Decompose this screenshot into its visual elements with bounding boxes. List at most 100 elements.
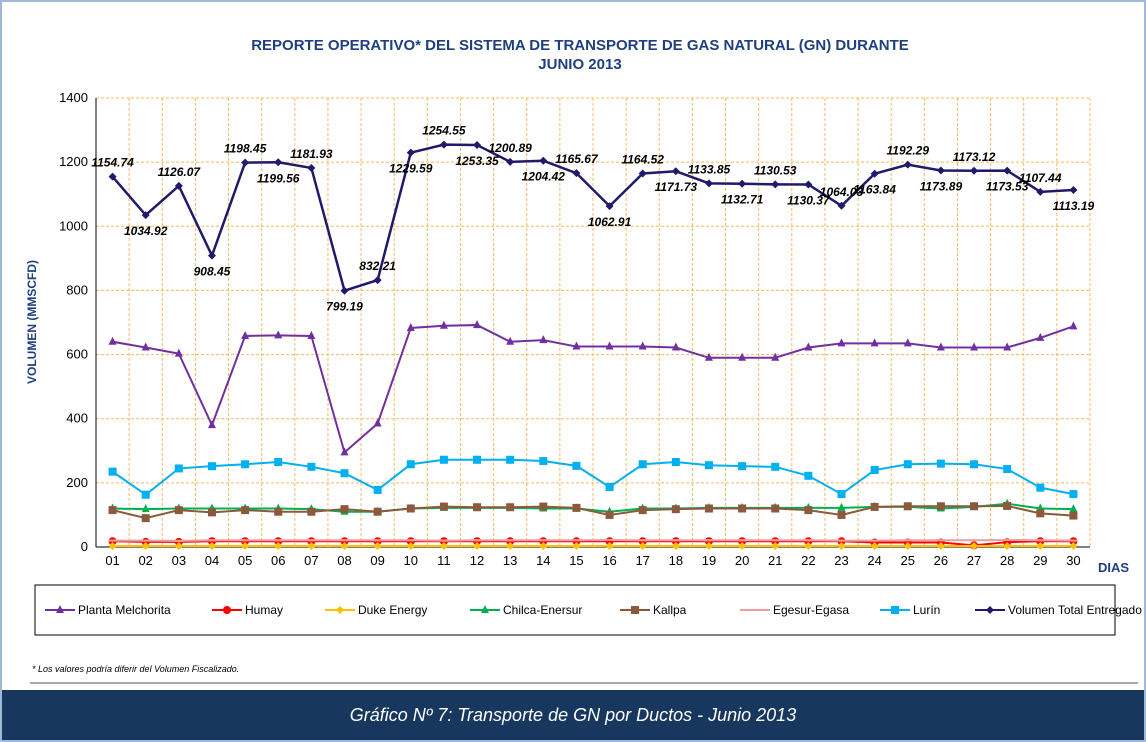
marker: [141, 504, 150, 513]
marker: [141, 539, 150, 542]
marker: [671, 167, 680, 176]
marker: [207, 462, 216, 471]
marker: [307, 507, 316, 516]
x-tick-label: 10: [404, 553, 418, 568]
marker: [1069, 504, 1078, 513]
marker: [406, 460, 415, 469]
chart-title: JUNIO 2013: [538, 56, 621, 73]
y-tick-label: 800: [66, 282, 88, 297]
marker: [373, 539, 382, 542]
series-line: [111, 458, 1074, 496]
marker: [439, 140, 448, 149]
x-tick-label: 23: [834, 553, 848, 568]
marker: [174, 506, 183, 515]
marker: [638, 539, 647, 542]
data-label: 1173.53: [986, 180, 1029, 194]
marker: [1003, 538, 1012, 541]
marker: [870, 466, 879, 475]
marker: [174, 539, 183, 542]
x-tick-label: 15: [569, 553, 583, 568]
marker: [141, 542, 150, 551]
marker: [274, 330, 283, 339]
marker: [336, 606, 344, 614]
marker: [936, 459, 945, 468]
marker: [605, 341, 614, 350]
marker: [771, 462, 780, 471]
marker: [108, 336, 117, 345]
marker: [671, 458, 680, 467]
marker: [1069, 542, 1078, 551]
data-label: 1130.53: [754, 163, 797, 177]
x-tick-label: 12: [470, 553, 484, 568]
legend-label: Lurín: [913, 603, 940, 617]
data-label: 1192.29: [887, 144, 930, 158]
x-tick-label: 13: [503, 553, 517, 568]
legend-label: Humay: [245, 603, 283, 617]
marker: [631, 606, 639, 614]
marker: [605, 538, 614, 541]
marker: [870, 542, 879, 551]
x-tick-label: 01: [105, 553, 119, 568]
marker: [473, 141, 482, 150]
marker: [771, 539, 780, 542]
series-line: [112, 538, 1074, 542]
marker: [704, 352, 713, 361]
marker: [473, 320, 482, 329]
marker: [671, 505, 680, 514]
marker: [274, 158, 283, 167]
data-label: 1154.74: [91, 156, 134, 170]
marker: [903, 502, 912, 511]
marker: [1069, 511, 1078, 520]
marker: [207, 251, 216, 260]
marker: [837, 510, 846, 519]
x-tick-label: 25: [901, 553, 915, 568]
data-label: 1133.85: [688, 162, 731, 176]
marker: [936, 166, 945, 175]
marker: [891, 606, 899, 614]
marker: [771, 352, 780, 361]
x-tick-label: 08: [337, 553, 351, 568]
marker: [837, 542, 846, 551]
marker: [870, 539, 879, 542]
marker: [307, 539, 316, 542]
marker: [340, 469, 349, 478]
marker: [804, 506, 813, 515]
marker: [1003, 465, 1012, 474]
y-tick-label: 400: [66, 411, 88, 426]
marker: [936, 342, 945, 351]
marker: [406, 504, 415, 513]
marker: [241, 539, 250, 542]
marker: [837, 539, 846, 542]
marker: [638, 460, 647, 469]
y-tick-label: 1000: [59, 218, 88, 233]
marker: [671, 539, 680, 542]
marker: [704, 179, 713, 188]
marker: [1069, 539, 1078, 542]
marker: [473, 455, 482, 464]
marker: [539, 539, 548, 542]
y-axis-label: VOLUMEN (MMSCFD): [25, 260, 39, 384]
marker: [373, 485, 382, 494]
marker: [738, 179, 747, 188]
marker: [704, 539, 713, 542]
x-tick-label: 16: [602, 553, 616, 568]
marker: [108, 542, 117, 551]
data-label: 1200.89: [488, 141, 532, 155]
marker: [174, 181, 183, 190]
series-line: [112, 504, 1074, 520]
marker: [473, 539, 482, 542]
marker: [704, 461, 713, 470]
series-line: [112, 324, 1074, 455]
marker: [506, 455, 515, 464]
x-tick-label: 17: [635, 553, 649, 568]
marker: [936, 502, 945, 511]
marker: [539, 502, 548, 511]
marker: [207, 420, 216, 429]
marker: [903, 539, 912, 542]
marker: [539, 156, 548, 165]
x-tick-label: 07: [304, 553, 318, 568]
marker: [241, 460, 250, 469]
marker: [572, 539, 581, 542]
chart-title: REPORTE OPERATIVO* DEL SISTEMA DE TRANSP…: [251, 37, 909, 54]
